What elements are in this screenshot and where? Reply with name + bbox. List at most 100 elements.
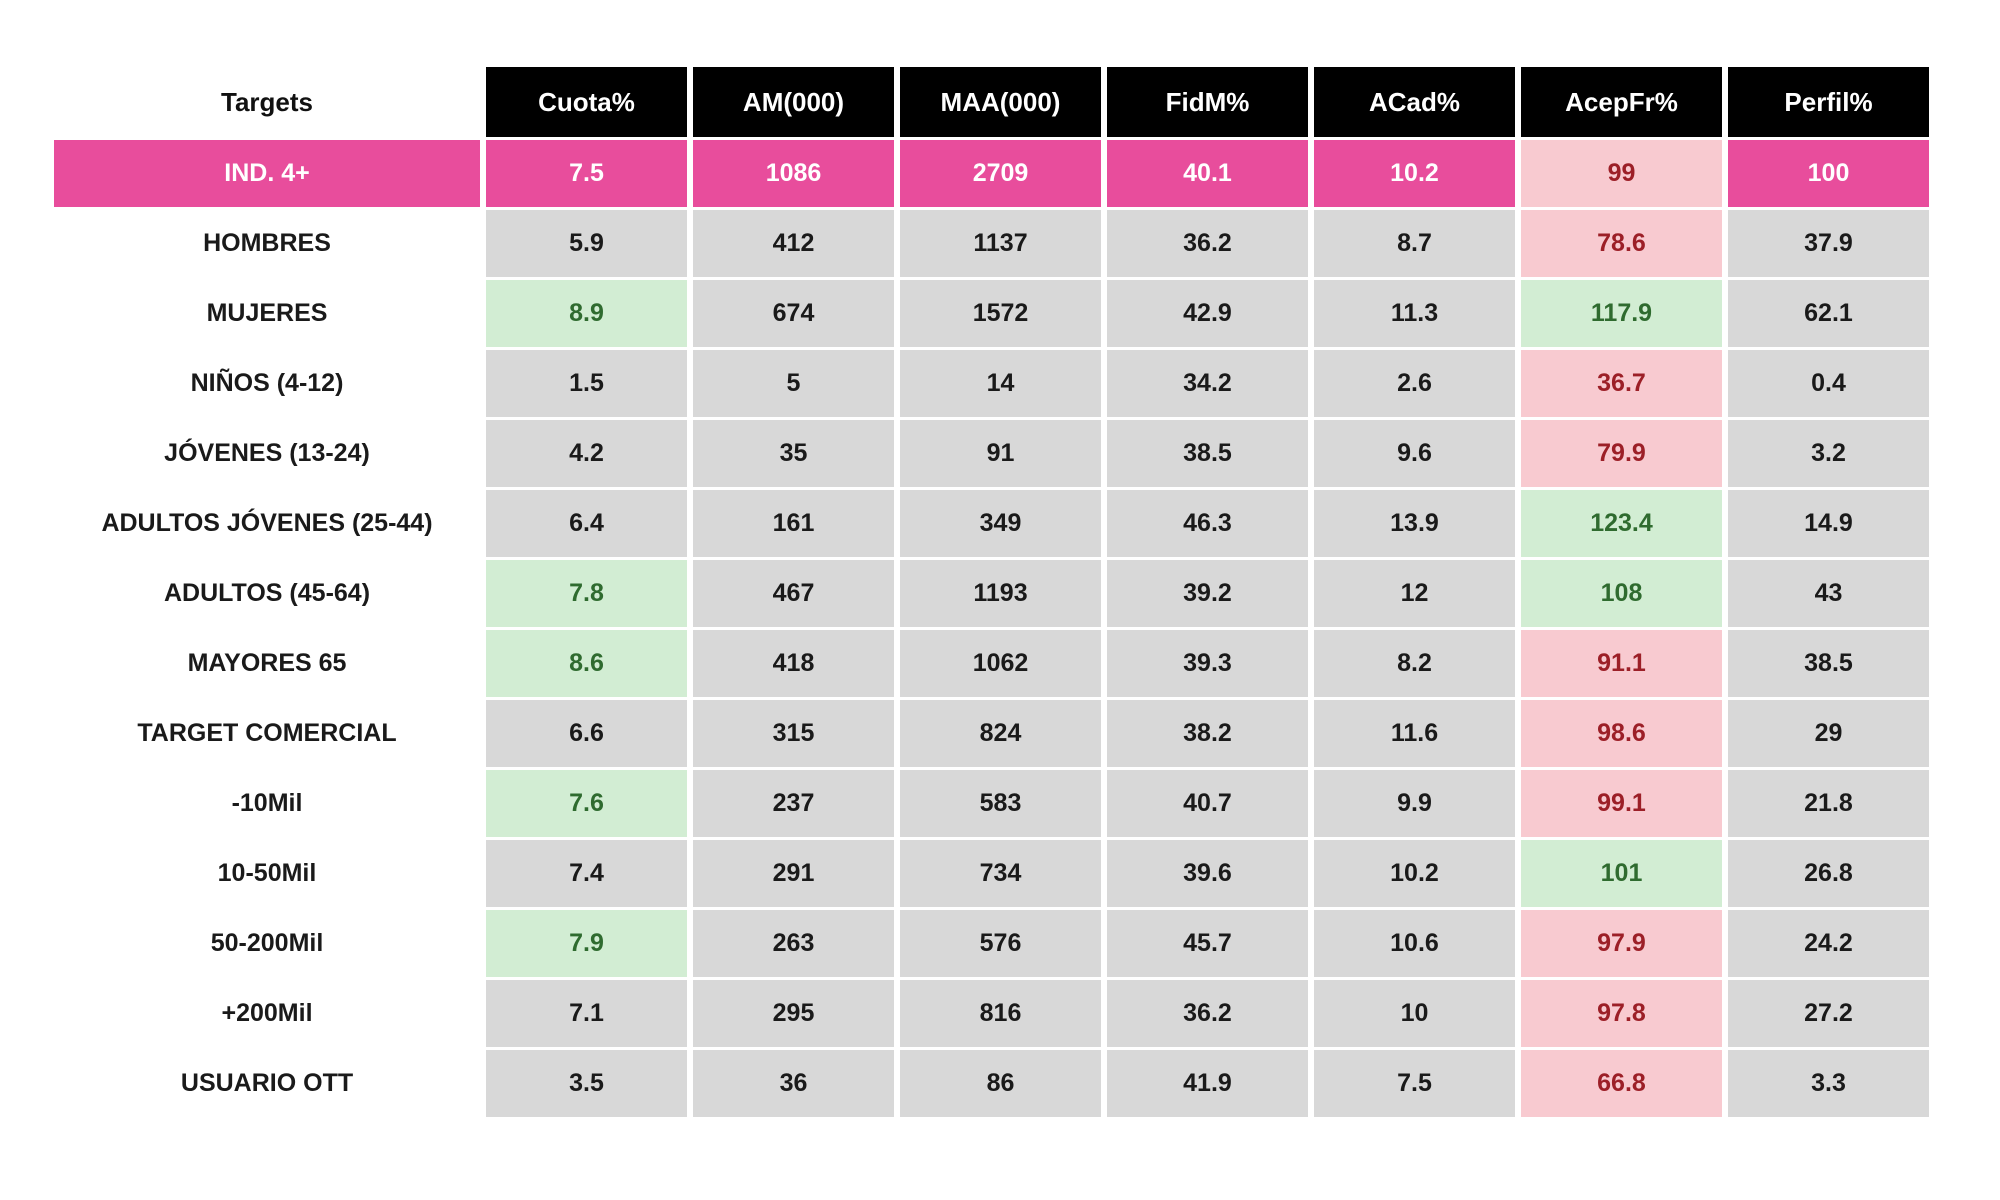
table-cell: 8.9 (486, 280, 687, 347)
table-cell: 263 (693, 910, 894, 977)
table-cell: 467 (693, 560, 894, 627)
table-row: 50-200Mil 7.9 263 576 45.7 10.6 97.9 24.2 (54, 910, 1929, 977)
row-label: HOMBRES (54, 210, 480, 277)
table-cell: 99.1 (1521, 770, 1722, 837)
table-cell: 10.6 (1314, 910, 1515, 977)
table-cell: 5.9 (486, 210, 687, 277)
table-cell: 237 (693, 770, 894, 837)
table-cell: 412 (693, 210, 894, 277)
table-cell: 8.6 (486, 630, 687, 697)
table-cell: 576 (900, 910, 1101, 977)
table-cell: 3.2 (1728, 420, 1929, 487)
table-row: 10-50Mil 7.4 291 734 39.6 10.2 101 26.8 (54, 840, 1929, 907)
row-label: -10Mil (54, 770, 480, 837)
table-cell: 97.8 (1521, 980, 1722, 1047)
table-cell: 7.8 (486, 560, 687, 627)
table-cell: 2.6 (1314, 350, 1515, 417)
row-label: 10-50Mil (54, 840, 480, 907)
table-cell: 349 (900, 490, 1101, 557)
row-label: ADULTOS JÓVENES (25-44) (54, 490, 480, 557)
row-label: MAYORES 65 (54, 630, 480, 697)
table-cell: 39.2 (1107, 560, 1308, 627)
table-cell: 29 (1728, 700, 1929, 767)
table-cell: 1193 (900, 560, 1101, 627)
table-cell: 38.2 (1107, 700, 1308, 767)
table-cell: 14 (900, 350, 1101, 417)
table-cell: 37.9 (1728, 210, 1929, 277)
column-header-maa-000: MAA(000) (900, 67, 1101, 137)
table-cell: 11.3 (1314, 280, 1515, 347)
table-row: +200Mil 7.1 295 816 36.2 10 97.8 27.2 (54, 980, 1929, 1047)
table-cell: 7.6 (486, 770, 687, 837)
column-header-cuota: Cuota% (486, 67, 687, 137)
table-cell: 5 (693, 350, 894, 417)
table-cell: 12 (1314, 560, 1515, 627)
table-cell: 418 (693, 630, 894, 697)
table-cell: 10 (1314, 980, 1515, 1047)
row-label: USUARIO OTT (54, 1050, 480, 1117)
table-cell: 734 (900, 840, 1101, 907)
row-label: 50-200Mil (54, 910, 480, 977)
table-cell: 40.1 (1107, 140, 1308, 207)
header-row: Targets Cuota% AM(000) MAA(000) FidM% ACad% Ac… (54, 67, 1929, 137)
table-cell: 8.7 (1314, 210, 1515, 277)
table-cell: 117.9 (1521, 280, 1722, 347)
column-header-acepfr: AcepFr% (1521, 67, 1722, 137)
table-cell: 97.9 (1521, 910, 1722, 977)
table-cell: 98.6 (1521, 700, 1722, 767)
table-cell: 43 (1728, 560, 1929, 627)
table-cell: 78.6 (1521, 210, 1722, 277)
table-cell: 315 (693, 700, 894, 767)
table-row: NIÑOS (4-12) 1.5 5 14 34.2 2.6 36.7 0.4 (54, 350, 1929, 417)
table-cell: 4.2 (486, 420, 687, 487)
table-cell: 0.4 (1728, 350, 1929, 417)
table-cell: 86 (900, 1050, 1101, 1117)
table-cell: 100 (1728, 140, 1929, 207)
table-row: MAYORES 65 8.6 418 1062 39.3 8.2 91.1 38.5 (54, 630, 1929, 697)
table-cell: 26.8 (1728, 840, 1929, 907)
table-row: JÓVENES (13-24) 4.2 35 91 38.5 9.6 79.9 3.2 (54, 420, 1929, 487)
row-label: NIÑOS (4-12) (54, 350, 480, 417)
table-cell: 7.9 (486, 910, 687, 977)
table-row: ADULTOS JÓVENES (25-44) 6.4 161 349 46.3 13.9… (54, 490, 1929, 557)
table-cell: 39.3 (1107, 630, 1308, 697)
table-cell: 38.5 (1107, 420, 1308, 487)
row-label: IND. 4+ (54, 140, 480, 207)
column-header-perfil: Perfil% (1728, 67, 1929, 137)
table-cell: 41.9 (1107, 1050, 1308, 1117)
table-cell: 24.2 (1728, 910, 1929, 977)
table-row: USUARIO OTT 3.5 36 86 41.9 7.5 66.8 3.3 (54, 1050, 1929, 1117)
table-row: TARGET COMERCIAL 6.6 315 824 38.2 11.6 98.6 29 (54, 700, 1929, 767)
table-row: IND. 4+ 7.5 1086 2709 40.1 10.2 99 100 (54, 140, 1929, 207)
audience-table: Targets Cuota% AM(000) MAA(000) FidM% ACad% Ac… (48, 64, 1935, 1120)
table-cell: 9.9 (1314, 770, 1515, 837)
table-cell: 99 (1521, 140, 1722, 207)
table-cell: 91.1 (1521, 630, 1722, 697)
table-row: -10Mil 7.6 237 583 40.7 9.9 99.1 21.8 (54, 770, 1929, 837)
table-cell: 123.4 (1521, 490, 1722, 557)
table-cell: 7.5 (486, 140, 687, 207)
row-label: MUJERES (54, 280, 480, 347)
table-cell: 161 (693, 490, 894, 557)
row-label: JÓVENES (13-24) (54, 420, 480, 487)
row-label: +200Mil (54, 980, 480, 1047)
table-body: IND. 4+ 7.5 1086 2709 40.1 10.2 99 100 HOMBRES 5.… (54, 140, 1929, 1117)
table-cell: 14.9 (1728, 490, 1929, 557)
table-cell: 35 (693, 420, 894, 487)
table-cell: 36.2 (1107, 210, 1308, 277)
table-cell: 21.8 (1728, 770, 1929, 837)
table-cell: 6.6 (486, 700, 687, 767)
table-cell: 2709 (900, 140, 1101, 207)
table-cell: 7.1 (486, 980, 687, 1047)
table-cell: 10.2 (1314, 840, 1515, 907)
table-cell: 108 (1521, 560, 1722, 627)
table-cell: 1062 (900, 630, 1101, 697)
table-cell: 1.5 (486, 350, 687, 417)
table-cell: 46.3 (1107, 490, 1308, 557)
table-cell: 7.5 (1314, 1050, 1515, 1117)
table-row: HOMBRES 5.9 412 1137 36.2 8.7 78.6 37.9 (54, 210, 1929, 277)
table-cell: 291 (693, 840, 894, 907)
table-cell: 7.4 (486, 840, 687, 907)
table-cell: 45.7 (1107, 910, 1308, 977)
table-cell: 6.4 (486, 490, 687, 557)
